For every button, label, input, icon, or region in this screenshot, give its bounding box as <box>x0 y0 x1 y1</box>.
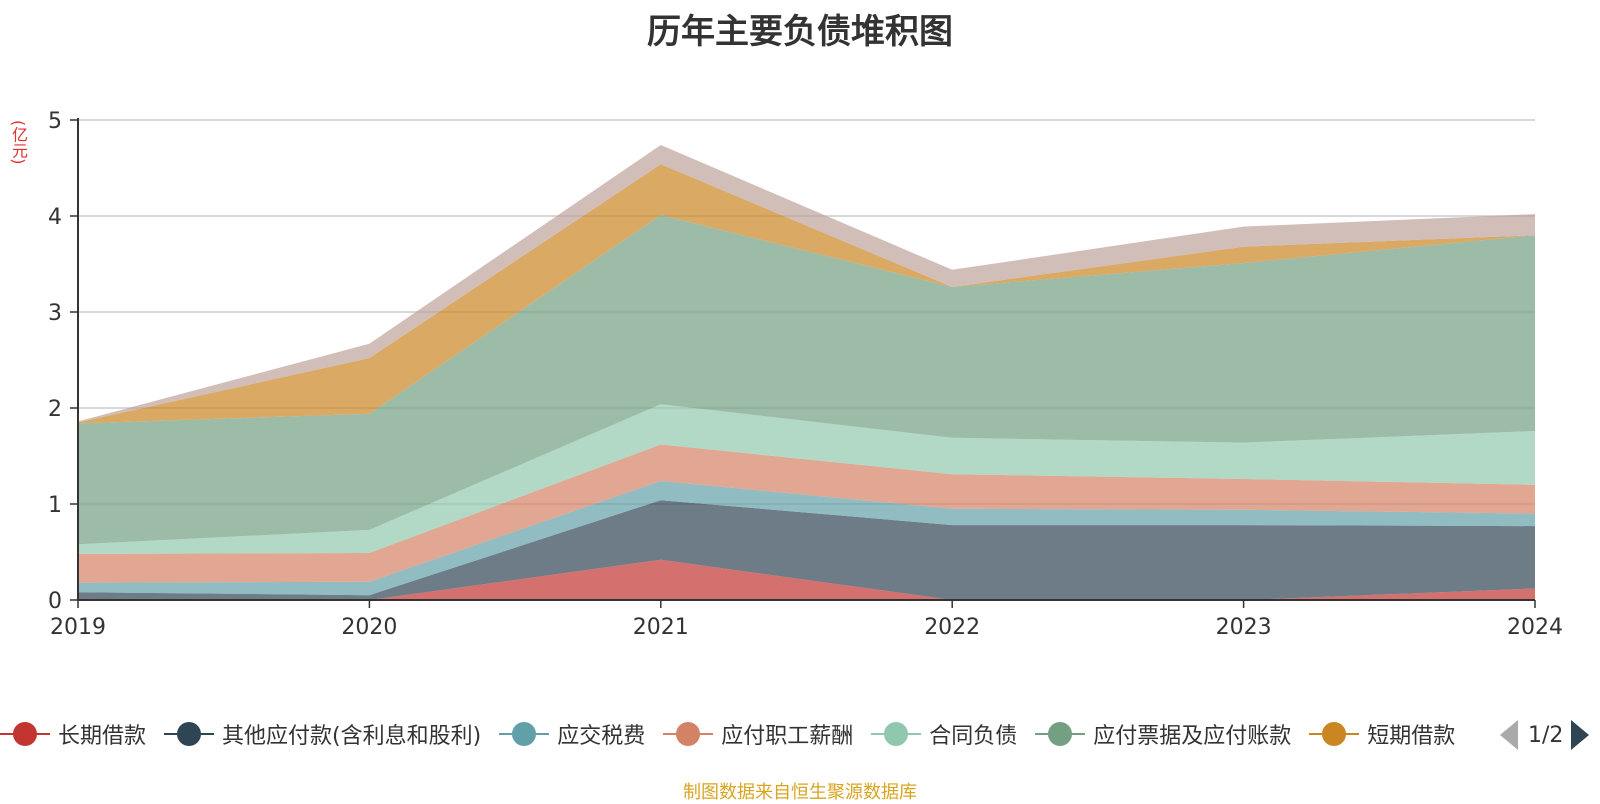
data-source-note: 制图数据来自恒生聚源数据库 <box>683 782 917 803</box>
legend-item[interactable]: 其他应付款(含利息和股利) <box>164 718 481 750</box>
y-tick-label: 4 <box>48 205 62 230</box>
x-tick-label: 2023 <box>1216 615 1272 640</box>
legend-prev-page-icon[interactable] <box>1500 720 1518 750</box>
legend-marker-icon <box>1309 722 1360 746</box>
x-tick-label: 2022 <box>924 615 980 640</box>
y-axis-unit-label: (亿元) <box>9 120 28 165</box>
legend-label: 应付票据及应付账款 <box>1093 724 1292 749</box>
y-tick-label: 0 <box>48 589 62 614</box>
legend-marker-icon <box>164 722 215 746</box>
legend-label: 应付职工薪酬 <box>721 724 854 749</box>
y-tick-label: 5 <box>48 109 62 134</box>
chart-plot: 0 1 2 3 4 5 2019 2020 2021 2022 2023 2024 <box>48 109 1563 640</box>
y-tick-label: 2 <box>48 397 62 422</box>
legend-item[interactable]: 应交税费 <box>499 718 645 750</box>
legend-marker-icon <box>871 722 922 746</box>
legend-label: 短期借款 <box>1367 724 1456 749</box>
legend-label: 合同负债 <box>929 724 1018 749</box>
x-tick-label: 2021 <box>633 615 689 640</box>
legend-page-indicator: 1/2 <box>1528 722 1564 748</box>
y-tick-label: 3 <box>48 301 62 326</box>
legend-pager: 1/2 <box>1500 718 1600 752</box>
legend-item[interactable]: 应付票据及应付账款 <box>1035 718 1291 750</box>
legend-label: 其他应付款(含利息和股利) <box>222 724 482 749</box>
area-series-1[interactable] <box>78 500 1535 600</box>
legend: 长期借款 其他应付款(含利息和股利) 应交税费 应付职工薪酬 合同负债 应付票据及应付账款… <box>0 718 1490 752</box>
legend-item[interactable]: 合同负债 <box>871 718 1017 750</box>
legend-marker-icon <box>0 722 50 746</box>
stacked-areas <box>78 145 1535 600</box>
legend-marker-icon <box>663 722 714 746</box>
x-tick-label: 2024 <box>1507 615 1563 640</box>
area-series-0[interactable] <box>78 559 1535 600</box>
legend-label: 长期借款 <box>58 724 147 749</box>
axes: 0 1 2 3 4 5 2019 2020 2021 2022 2023 2024 <box>48 109 1563 640</box>
legend-marker-icon <box>499 722 550 746</box>
legend-item[interactable]: 长期借款 <box>0 718 146 750</box>
y-tick-label: 1 <box>48 493 62 518</box>
area-series-6[interactable] <box>78 164 1535 424</box>
legend-item[interactable]: 短期借款 <box>1309 718 1455 750</box>
x-tick-label: 2020 <box>341 615 397 640</box>
area-series-3[interactable] <box>78 444 1535 583</box>
legend-label: 应交税费 <box>557 724 646 749</box>
chart-title: 历年主要负债堆积图 <box>647 12 953 52</box>
area-series-2[interactable] <box>78 481 1535 596</box>
legend-next-page-icon[interactable] <box>1571 720 1590 750</box>
area-series-5[interactable] <box>78 215 1535 545</box>
legend-marker-icon <box>1035 722 1086 746</box>
area-series-4[interactable] <box>78 404 1535 554</box>
x-tick-label: 2019 <box>50 615 106 640</box>
legend-item[interactable]: 应付职工薪酬 <box>663 718 853 750</box>
